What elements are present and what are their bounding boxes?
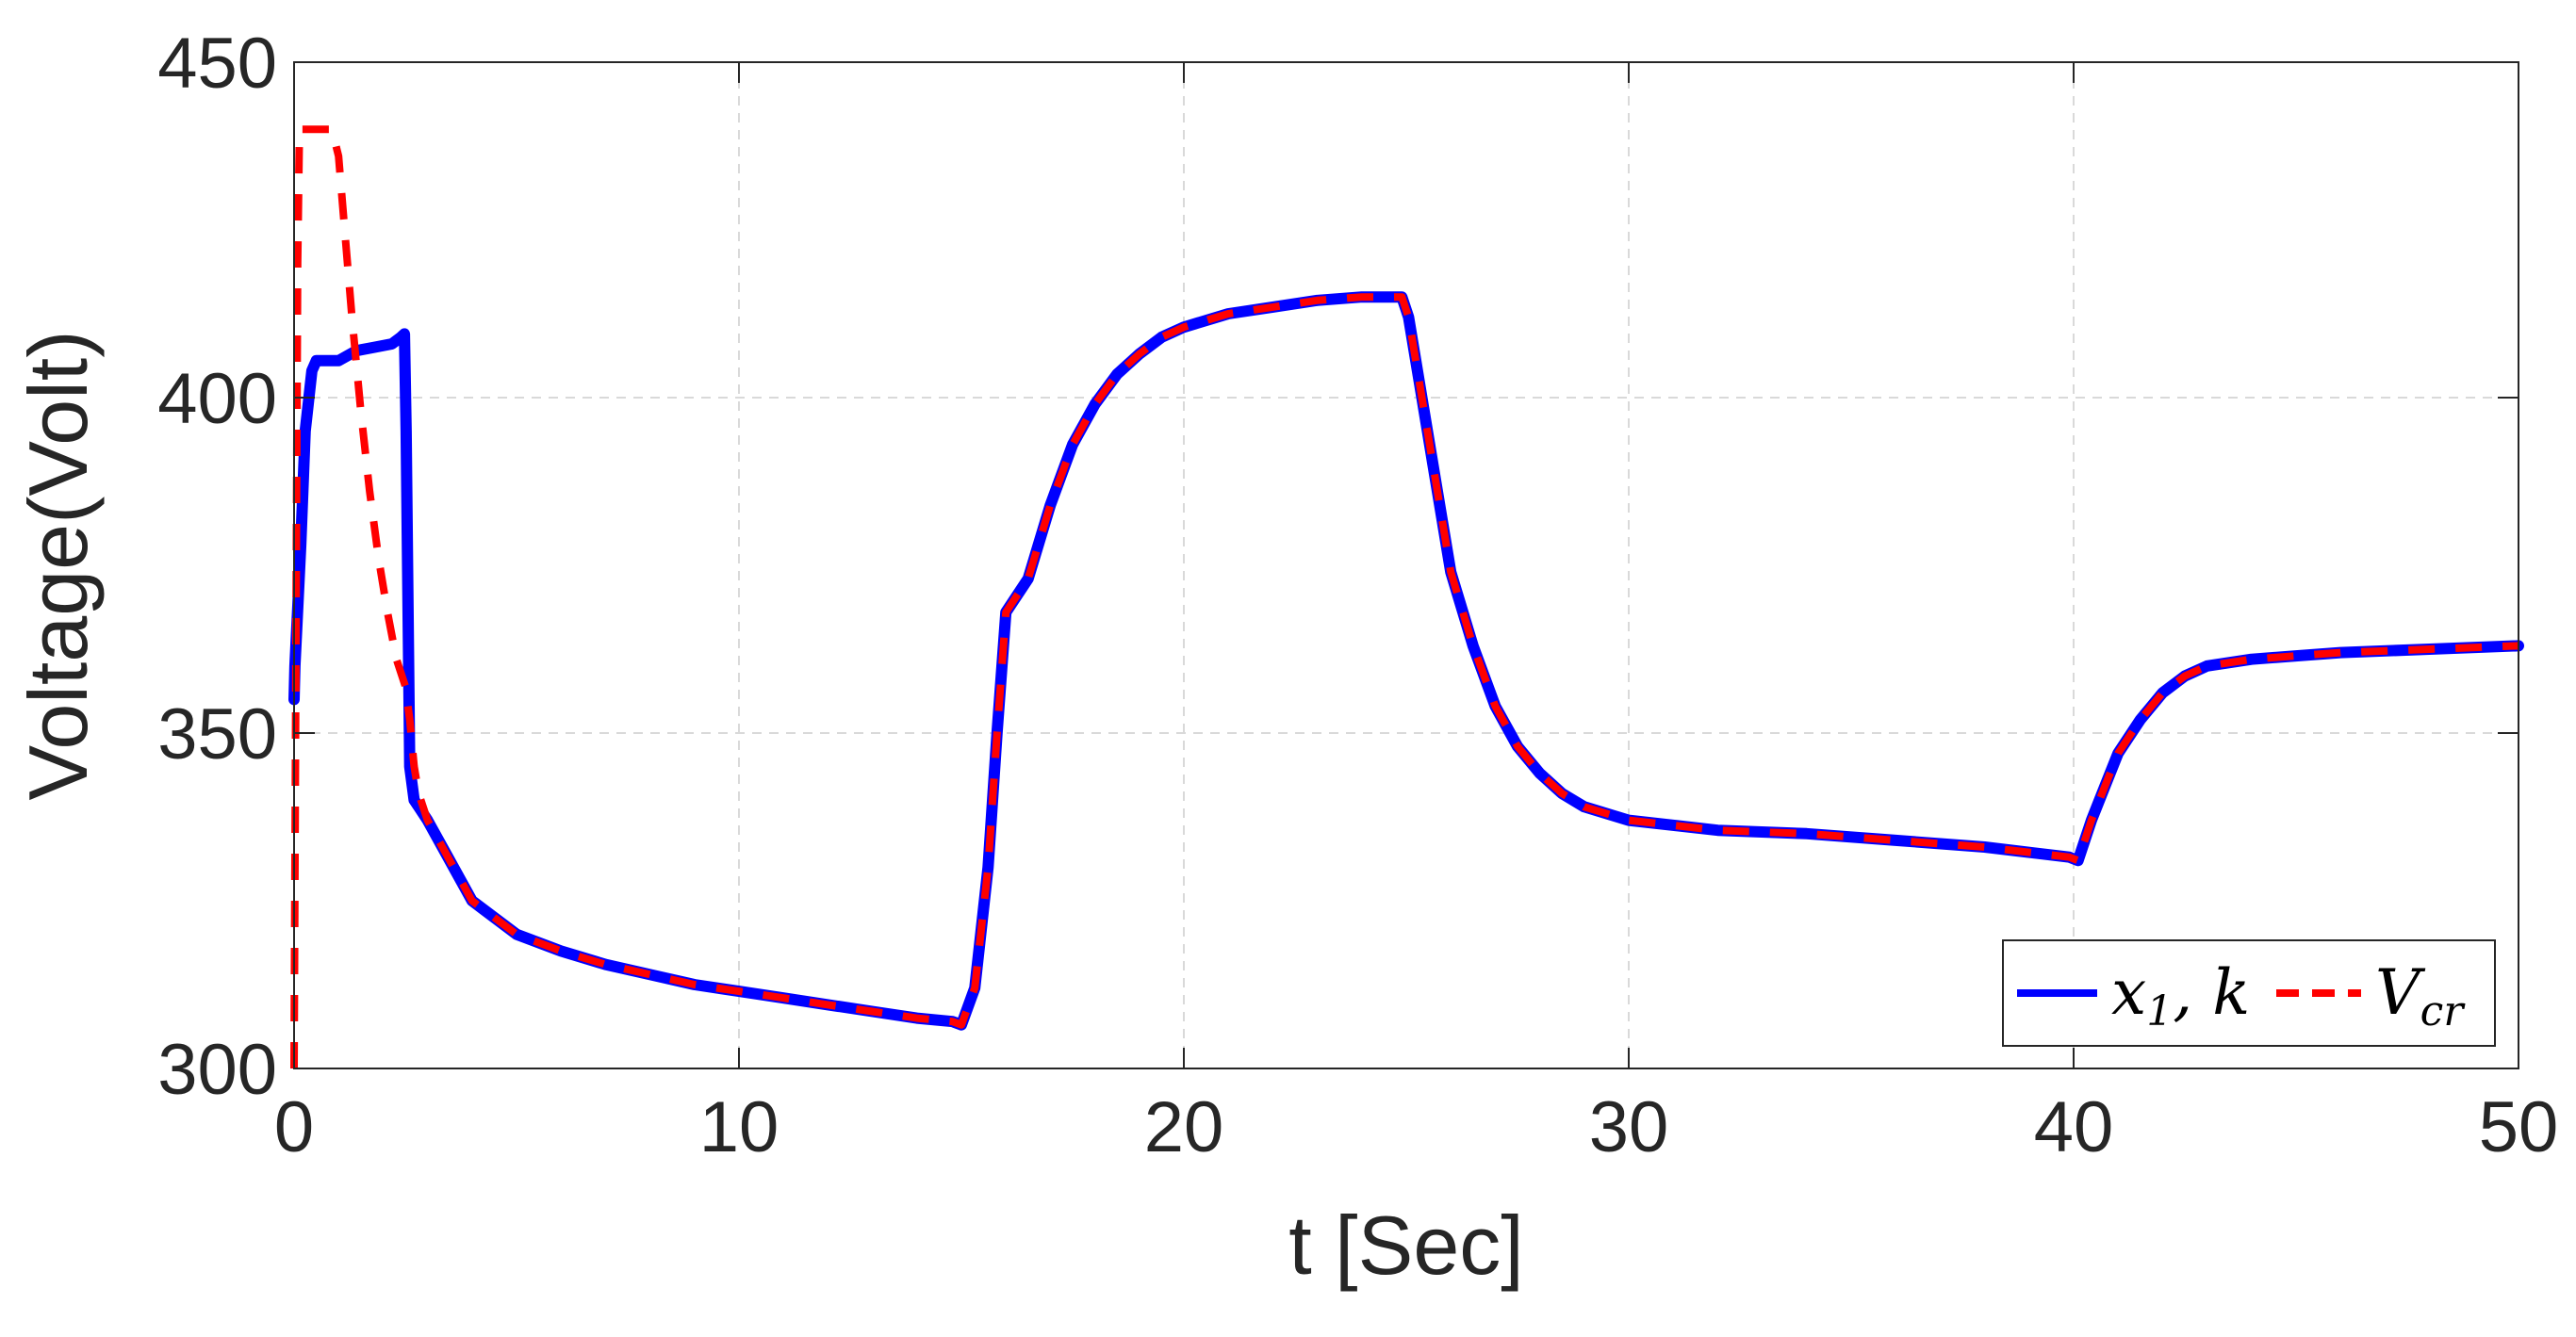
x-axis-label: t [Sec] [1288, 1198, 1523, 1292]
y-tick-label: 300 [157, 1030, 277, 1110]
x-tick-label: 40 [2034, 1087, 2114, 1167]
plot-frame [293, 61, 2519, 1069]
x-tick-label: 0 [274, 1087, 314, 1167]
plot-background [294, 62, 2519, 1068]
y-tick-label: 400 [157, 359, 277, 439]
ticks: 0 10 20 30 40 50 300 350 400 450 [157, 24, 2558, 1167]
y-axis-label: Voltage(Volt) [11, 331, 105, 801]
series-layer [288, 125, 2524, 1069]
x-tick-label: 30 [1589, 1087, 1669, 1167]
x-tick-label: 10 [699, 1087, 779, 1167]
x-tick-label: 50 [2479, 1087, 2559, 1167]
series-line-vcr [290, 125, 2519, 1069]
y-tick-label: 350 [157, 694, 277, 774]
y-tick-label: 450 [157, 24, 277, 104]
legend-entry-x1k: x1, k [2111, 956, 2250, 1035]
legend-entry-vcr: Vcr [2375, 956, 2466, 1035]
grid [294, 62, 2519, 1068]
x-tick-label: 20 [1144, 1087, 1224, 1167]
legend: x1, k Vcr [2002, 939, 2496, 1047]
